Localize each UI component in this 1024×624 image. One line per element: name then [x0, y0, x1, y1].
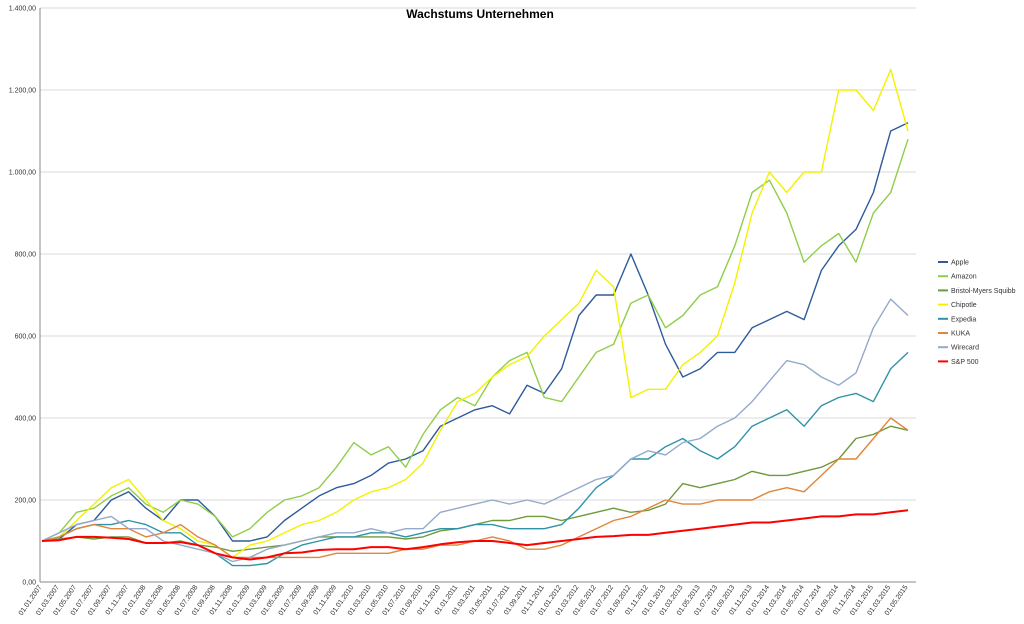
legend-label: Expedia — [951, 316, 976, 323]
y-tick-label: 200,00 — [15, 498, 37, 505]
y-tick-label: 400,00 — [15, 416, 37, 423]
series-line — [41, 509, 909, 561]
y-tick-label: 800,00 — [15, 252, 37, 259]
legend-label: KUKA — [951, 331, 970, 338]
legend-label: Bristol-Myers Squibb — [951, 288, 1016, 295]
chart-title: Wachstums Unternehmen — [406, 7, 554, 21]
series-line — [41, 138, 909, 542]
series-line — [41, 298, 909, 563]
series-line — [41, 122, 909, 542]
series-line — [41, 68, 909, 559]
y-tick-label: 1.200,00 — [9, 88, 36, 95]
legend-label: Chipotle — [951, 302, 977, 309]
y-tick-label: 0,00 — [22, 580, 36, 587]
series-line — [41, 351, 909, 567]
y-tick-label: 1.400,00 — [9, 6, 36, 13]
y-tick-label: 1.000,00 — [9, 170, 36, 177]
legend-label: Wirecard — [951, 345, 979, 352]
series-line — [41, 417, 909, 559]
legend-label: Amazon — [951, 274, 977, 281]
y-tick-label: 600,00 — [15, 334, 37, 341]
legend-label: S&P 500 — [951, 359, 979, 366]
legend-label: Apple — [951, 260, 969, 267]
